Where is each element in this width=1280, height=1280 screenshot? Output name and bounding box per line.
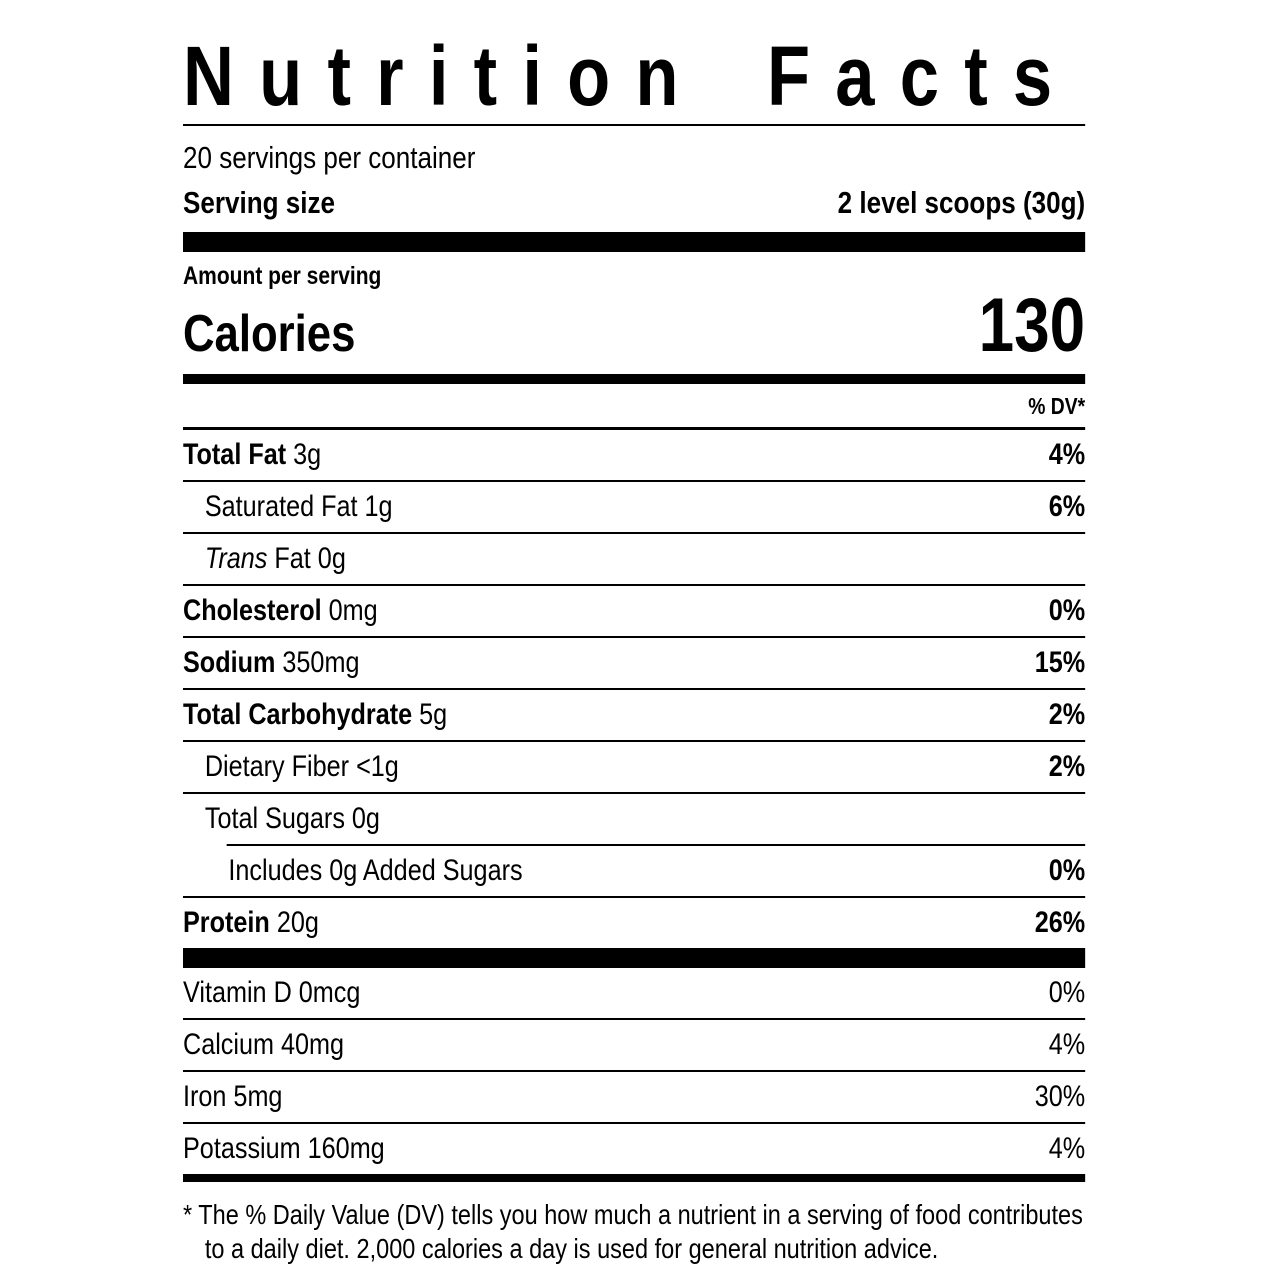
nutrient-row: Total Carbohydrate 5g 2% xyxy=(183,690,1085,740)
row-divider xyxy=(183,688,1086,690)
row-divider xyxy=(226,844,1086,846)
row-divider xyxy=(183,1122,1086,1124)
nutrient-row: Saturated Fat 1g 6% xyxy=(183,482,1085,532)
nutrient-daily-value: 2% xyxy=(1048,698,1086,731)
nutrient-daily-value: 0% xyxy=(1048,594,1086,627)
nutrient-daily-value: 26% xyxy=(1034,906,1086,939)
nutrient-name: Total Carbohydrate 5g xyxy=(183,698,448,731)
nutrient-row: Trans Fat 0g xyxy=(183,534,1085,584)
nutrient-daily-value: 30% xyxy=(1034,1080,1086,1113)
nutrient-daily-value: 0% xyxy=(1048,976,1086,1009)
nutrient-name: Vitamin D 0mcg xyxy=(183,976,361,1009)
nutrient-name: Potassium 160mg xyxy=(183,1132,385,1165)
nutrient-daily-value: 6% xyxy=(1048,490,1086,523)
row-divider xyxy=(183,1018,1086,1020)
nutrient-daily-value: 4% xyxy=(1048,438,1086,471)
nutrient-name: Total Fat 3g xyxy=(183,438,322,471)
nutrient-daily-value: 15% xyxy=(1034,646,1086,679)
nutrient-name: Protein 20g xyxy=(183,906,319,939)
title-divider xyxy=(183,124,1086,126)
row-divider xyxy=(183,792,1086,794)
nutrient-name: Dietary Fiber <1g xyxy=(204,750,399,783)
calories-label: Calories xyxy=(183,305,356,363)
daily-value-divider xyxy=(183,427,1086,430)
nutrient-row: Calcium 40mg 4% xyxy=(183,1020,1085,1070)
nutrient-row: Total Sugars 0g xyxy=(183,794,1085,844)
row-divider xyxy=(183,636,1086,638)
nutrient-daily-value: 4% xyxy=(1048,1028,1086,1061)
daily-value-footnote: * The % Daily Value (DV) tells you how m… xyxy=(183,1199,1083,1264)
thick-divider-bar xyxy=(183,948,1086,968)
nutrient-row: Potassium 160mg 4% xyxy=(183,1124,1085,1174)
row-divider xyxy=(183,896,1086,898)
serving-size-value: 2 level scoops (30g) xyxy=(837,185,1086,220)
row-divider xyxy=(183,480,1086,482)
row-divider xyxy=(183,1070,1086,1072)
amount-per-serving-label: Amount per serving xyxy=(183,262,382,290)
row-divider xyxy=(183,584,1086,586)
calories-row: Calories 130 xyxy=(183,288,1085,367)
nutrient-row: Protein 20g 26% xyxy=(183,898,1085,948)
nutrient-row: Dietary Fiber <1g 2% xyxy=(183,742,1085,792)
row-divider xyxy=(183,740,1086,742)
nutrient-daily-value: 0% xyxy=(1048,854,1086,887)
medium-divider-bar xyxy=(183,374,1086,384)
vitamin-rows: Vitamin D 0mcg 0% Calcium 40mg 4% Iron 5mg 30… xyxy=(183,968,1086,1174)
serving-size-row: Serving size 2 level scoops (30g) xyxy=(183,183,1085,223)
nutrient-name: Sodium 350mg xyxy=(183,646,360,679)
nutrient-daily-value: 2% xyxy=(1048,750,1086,783)
nutrient-row: Sodium 350mg 15% xyxy=(183,638,1085,688)
small-divider-bar xyxy=(183,1174,1086,1182)
nutrient-daily-value: 4% xyxy=(1048,1132,1086,1165)
nutrient-name: Total Sugars 0g xyxy=(204,802,380,835)
nutrient-name: Iron 5mg xyxy=(183,1080,283,1113)
nutrient-name: Includes 0g Added Sugars xyxy=(228,854,523,887)
thick-divider-bar xyxy=(183,232,1086,252)
nutrient-name: Cholesterol 0mg xyxy=(183,594,378,627)
nutrient-row: Cholesterol 0mg 0% xyxy=(183,586,1085,636)
nutrient-name: Trans Fat 0g xyxy=(204,542,346,575)
nutrient-row: Includes 0g Added Sugars 0% xyxy=(183,846,1085,896)
nutrient-row: Iron 5mg 30% xyxy=(183,1072,1085,1122)
serving-size-label: Serving size xyxy=(183,185,335,220)
nutrient-row: Total Fat 3g 4% xyxy=(183,430,1085,480)
daily-value-header: % DV* xyxy=(1028,393,1086,419)
calories-value: 130 xyxy=(978,283,1086,368)
nutrition-facts-label: Nutrition Facts 20 servings per containe… xyxy=(183,29,1086,1266)
row-divider xyxy=(183,532,1086,534)
nutrient-name: Saturated Fat 1g xyxy=(204,490,393,523)
servings-per-container: 20 servings per container xyxy=(183,140,476,175)
nutrient-row: Vitamin D 0mcg 0% xyxy=(183,968,1085,1018)
nutrient-rows: Total Fat 3g 4% Saturated Fat 1g 6% Trans Fa… xyxy=(183,430,1086,948)
label-title: Nutrition Facts xyxy=(183,29,1078,123)
nutrient-name: Calcium 40mg xyxy=(183,1028,345,1061)
